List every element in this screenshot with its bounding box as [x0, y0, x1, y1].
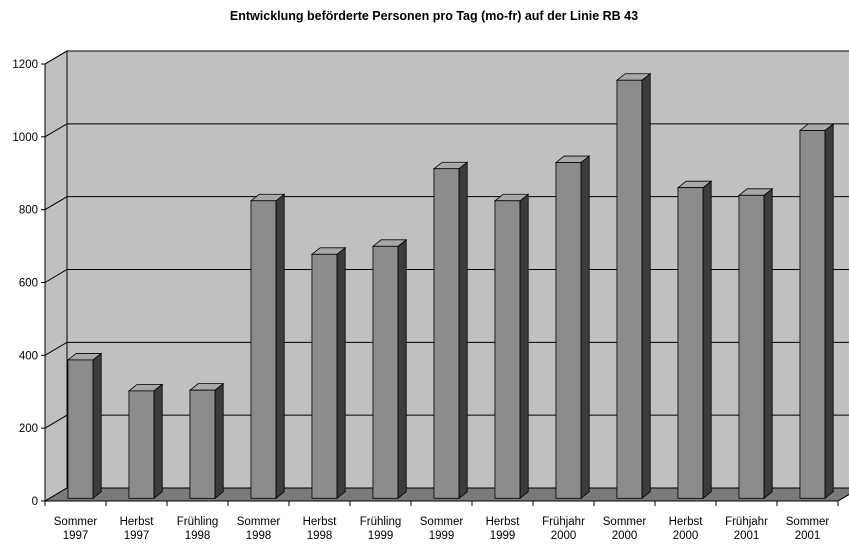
x-tick-label-line1: Sommer — [603, 516, 647, 528]
x-tick-label: Herbst 2000 — [669, 516, 704, 542]
bar-side — [519, 193, 529, 500]
x-tick-label-line1: Herbst — [303, 516, 338, 528]
y-tick-label: 200 — [19, 423, 38, 435]
x-tick-label-line2: 1997 — [63, 530, 89, 542]
y-tick-label: 400 — [19, 350, 38, 362]
x-tick-label: Sommer 1998 — [237, 516, 281, 542]
bar-side — [275, 193, 285, 500]
bar-front — [616, 79, 643, 499]
gridline — [44, 50, 849, 65]
bar — [737, 187, 774, 500]
gridlines — [44, 50, 849, 429]
x-tick-label-line2: 2001 — [734, 530, 760, 542]
bar — [249, 193, 286, 500]
bar-side — [153, 383, 163, 500]
x-tick-label-line1: Frühjahr — [542, 516, 585, 528]
bar — [615, 72, 652, 500]
x-tick-label-line2: 1999 — [368, 530, 394, 542]
bar-side — [214, 382, 224, 500]
y-tick-label: 600 — [19, 278, 38, 290]
bar-side — [92, 352, 102, 500]
bar-front — [555, 162, 582, 499]
x-tick-label: Herbst 1998 — [303, 516, 338, 542]
x-tick-label-line2: 2000 — [551, 530, 577, 542]
x-tick-label-line2: 1997 — [124, 530, 150, 542]
x-tick-label-line1: Frühjahr — [725, 516, 768, 528]
x-tick-label-line2: 2000 — [612, 530, 638, 542]
bar-front — [494, 200, 521, 499]
y-tick-label: 1200 — [12, 59, 38, 71]
bar — [554, 155, 591, 500]
y-axis-ticks: 0 200 400 600 800 1000 1200 — [12, 59, 45, 508]
bar — [66, 352, 103, 500]
bar-side — [458, 161, 468, 500]
x-tick-label: Herbst 1997 — [120, 516, 155, 542]
bar-side — [702, 180, 712, 500]
x-tick-label-line1: Sommer — [786, 516, 830, 528]
bar-side — [763, 187, 773, 500]
chart-title: Entwicklung beförderte Personen pro Tag … — [230, 9, 638, 23]
bar — [127, 383, 164, 500]
x-tick-label-line2: 1998 — [185, 530, 211, 542]
x-tick-label: Sommer 1997 — [54, 516, 98, 542]
x-axis-labels: Sommer 1997 Herbst 1997 Frühling 1998 Sommer 19… — [54, 516, 830, 542]
bars — [66, 72, 835, 500]
bar-front — [128, 390, 155, 499]
bar-front — [67, 359, 94, 499]
x-tick-label-line1: Frühling — [177, 516, 219, 528]
x-tick-label: Sommer 2001 — [786, 516, 830, 542]
y-tick-label: 1000 — [12, 132, 38, 144]
bar — [188, 382, 225, 500]
bar — [676, 180, 713, 500]
x-tick-label: Sommer 1999 — [420, 516, 464, 542]
bar-front — [250, 200, 277, 499]
bar-side — [824, 123, 834, 500]
x-tick-label-line1: Frühling — [360, 516, 402, 528]
x-tick-label-line2: 1999 — [429, 530, 455, 542]
bar-side — [336, 246, 346, 500]
x-tick-label: Frühling 1999 — [360, 516, 402, 542]
bar-front — [311, 253, 338, 499]
bar-side — [641, 72, 651, 500]
x-tick-label-line1: Sommer — [54, 516, 98, 528]
bar — [371, 238, 408, 500]
x-tick-label-line2: 2001 — [795, 530, 821, 542]
bar-front — [372, 245, 399, 499]
bar — [493, 193, 530, 500]
x-tick-label: Frühling 1998 — [177, 516, 219, 542]
x-tick-label: Sommer 2000 — [603, 516, 647, 542]
x-tick-label-line1: Herbst — [120, 516, 155, 528]
x-tick-label: Frühjahr 2001 — [725, 516, 768, 542]
bar — [310, 246, 347, 500]
gridline — [44, 269, 849, 283]
x-tick-label-line1: Sommer — [420, 516, 464, 528]
x-tick-label: Frühjahr 2000 — [542, 516, 585, 542]
x-tick-label-line1: Herbst — [669, 516, 704, 528]
gridline — [44, 414, 849, 429]
gridline — [44, 123, 849, 138]
bar-front — [433, 168, 460, 499]
x-tick-label-line2: 1999 — [490, 530, 516, 542]
x-tick-label-line2: 1998 — [307, 530, 333, 542]
x-tick-label: Herbst 1999 — [486, 516, 521, 542]
x-tick-label-line2: 1998 — [246, 530, 272, 542]
bar-front — [738, 194, 765, 499]
gridline — [44, 196, 849, 211]
bar-front — [799, 130, 826, 499]
y-tick-label: 0 — [32, 496, 38, 508]
y-tick-label: 800 — [19, 205, 38, 217]
gridline — [44, 341, 849, 356]
bar-front — [677, 187, 704, 499]
x-tick-label-line1: Sommer — [237, 516, 281, 528]
bar — [798, 123, 835, 500]
bar-side — [580, 155, 590, 500]
bar-front — [189, 389, 216, 499]
x-tick-label-line1: Herbst — [486, 516, 521, 528]
x-tick-label-line2: 2000 — [673, 530, 699, 542]
bar-side — [397, 238, 407, 500]
bar — [432, 161, 469, 500]
